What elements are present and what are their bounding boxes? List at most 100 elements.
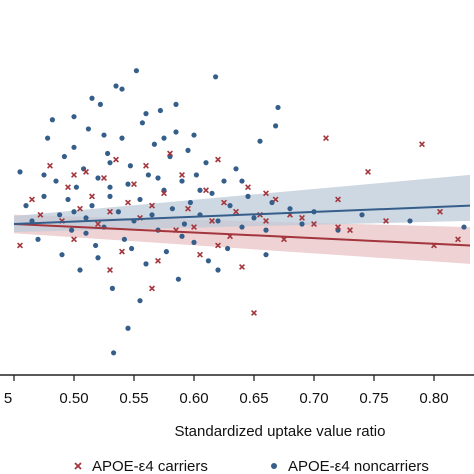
data-point-carrier [203, 187, 209, 194]
data-point-noncarrier [193, 172, 199, 178]
data-point-carrier [335, 196, 341, 203]
data-point-noncarrier [57, 212, 63, 218]
data-points [17, 68, 467, 356]
data-point-noncarrier [69, 227, 75, 233]
data-point-noncarrier [233, 166, 239, 172]
data-point-noncarrier [121, 236, 127, 242]
data-point-noncarrier [221, 178, 227, 184]
data-point-carrier [95, 221, 101, 227]
confidence-bands [14, 174, 470, 264]
legend-item-noncarriers: APOE-ε4 noncarriers [271, 458, 429, 474]
x-tick-label: 0.55 [119, 390, 148, 407]
data-point-carrier [17, 242, 23, 249]
data-point-noncarrier [107, 160, 113, 166]
data-point-carrier [221, 199, 227, 206]
x-marker-icon [74, 462, 82, 470]
data-point-noncarrier [215, 218, 221, 224]
data-point-noncarrier [83, 215, 89, 221]
data-point-noncarrier [145, 172, 151, 178]
data-point-noncarrier [41, 193, 47, 199]
data-point-carrier [263, 217, 269, 224]
data-point-noncarrier [143, 111, 149, 117]
x-tick-label: 0.50 [59, 390, 88, 407]
legend: APOE-ε4 carriers APOE-ε4 noncarriers [74, 458, 429, 474]
data-point-carrier [245, 184, 251, 191]
data-point-carrier [179, 171, 185, 178]
data-point-noncarrier [263, 252, 269, 258]
data-point-noncarrier [185, 147, 191, 153]
x-tick-label: 0.65 [239, 390, 268, 407]
data-point-noncarrier [407, 218, 413, 224]
data-point-carrier [347, 227, 353, 234]
data-point-carrier [101, 175, 107, 181]
data-point-carrier [113, 156, 119, 163]
data-point-noncarrier [187, 199, 193, 206]
data-point-noncarrier [59, 252, 65, 258]
data-point-noncarrier [299, 221, 305, 227]
data-point-noncarrier [169, 206, 175, 212]
data-point-noncarrier [115, 209, 121, 215]
data-point-carrier [161, 190, 167, 197]
data-point-carrier [251, 309, 257, 316]
data-point-noncarrier [73, 184, 79, 190]
data-point-noncarrier [257, 138, 263, 144]
data-point-noncarrier [93, 242, 99, 249]
data-point-noncarrier [139, 120, 145, 126]
data-point-carrier [71, 236, 77, 243]
data-point-carrier [272, 196, 279, 203]
data-point-noncarrier [77, 267, 83, 273]
data-point-noncarrier [175, 276, 181, 282]
data-point-noncarrier [71, 114, 77, 120]
data-point-carrier [299, 214, 305, 221]
data-point-carrier [47, 162, 53, 169]
data-point-noncarrier [205, 258, 211, 264]
data-point-noncarrier [191, 132, 197, 138]
data-point-carrier [71, 171, 77, 178]
data-point-carrier [143, 162, 149, 169]
data-point-carrier [107, 267, 113, 273]
x-axis-ticks: 5 0.50 0.55 0.60 0.65 0.70 0.75 0.80 [4, 375, 449, 407]
data-point-noncarrier [53, 178, 59, 184]
data-point-carrier [197, 251, 203, 258]
data-point-noncarrier [71, 144, 77, 150]
data-point-carrier [455, 236, 461, 243]
data-point-noncarrier [23, 203, 29, 209]
data-point-carrier [119, 248, 125, 255]
data-point-carrier [29, 196, 35, 203]
legend-item-carriers: APOE-ε4 carriers [74, 458, 208, 474]
data-point-noncarrier [197, 187, 203, 193]
data-point-noncarrier [263, 227, 269, 233]
data-point-noncarrier [157, 107, 163, 114]
data-point-noncarrier [181, 221, 187, 227]
data-point-noncarrier [133, 68, 139, 74]
data-point-noncarrier [161, 135, 167, 141]
data-point-noncarrier [149, 212, 155, 218]
data-point-noncarrier [287, 206, 293, 212]
data-point-noncarrier [213, 74, 219, 80]
fit-lines [13, 204, 471, 247]
data-point-noncarrier [239, 178, 245, 184]
data-point-noncarrier [95, 255, 101, 261]
data-point-noncarrier [119, 86, 125, 92]
data-point-noncarrier [215, 267, 221, 273]
legend-label-carriers: APOE-ε4 carriers [92, 458, 208, 474]
data-point-carrier [155, 257, 161, 264]
data-point-carrier [125, 199, 131, 206]
data-point-carrier [131, 181, 137, 188]
data-point-carrier [149, 285, 155, 292]
data-point-noncarrier [137, 298, 143, 304]
data-point-noncarrier [61, 153, 67, 160]
data-point-noncarrier [239, 224, 245, 230]
data-point-noncarrier [179, 233, 185, 239]
data-point-noncarrier [203, 160, 209, 166]
data-point-carrier [383, 217, 389, 224]
data-point-carrier [323, 135, 329, 142]
data-point-noncarrier [137, 196, 143, 203]
data-point-noncarrier [85, 126, 91, 132]
data-point-noncarrier [143, 261, 149, 267]
data-point-noncarrier [275, 104, 281, 111]
data-point-noncarrier [225, 245, 231, 252]
data-point-noncarrier [107, 184, 113, 190]
data-point-noncarrier [151, 141, 157, 147]
